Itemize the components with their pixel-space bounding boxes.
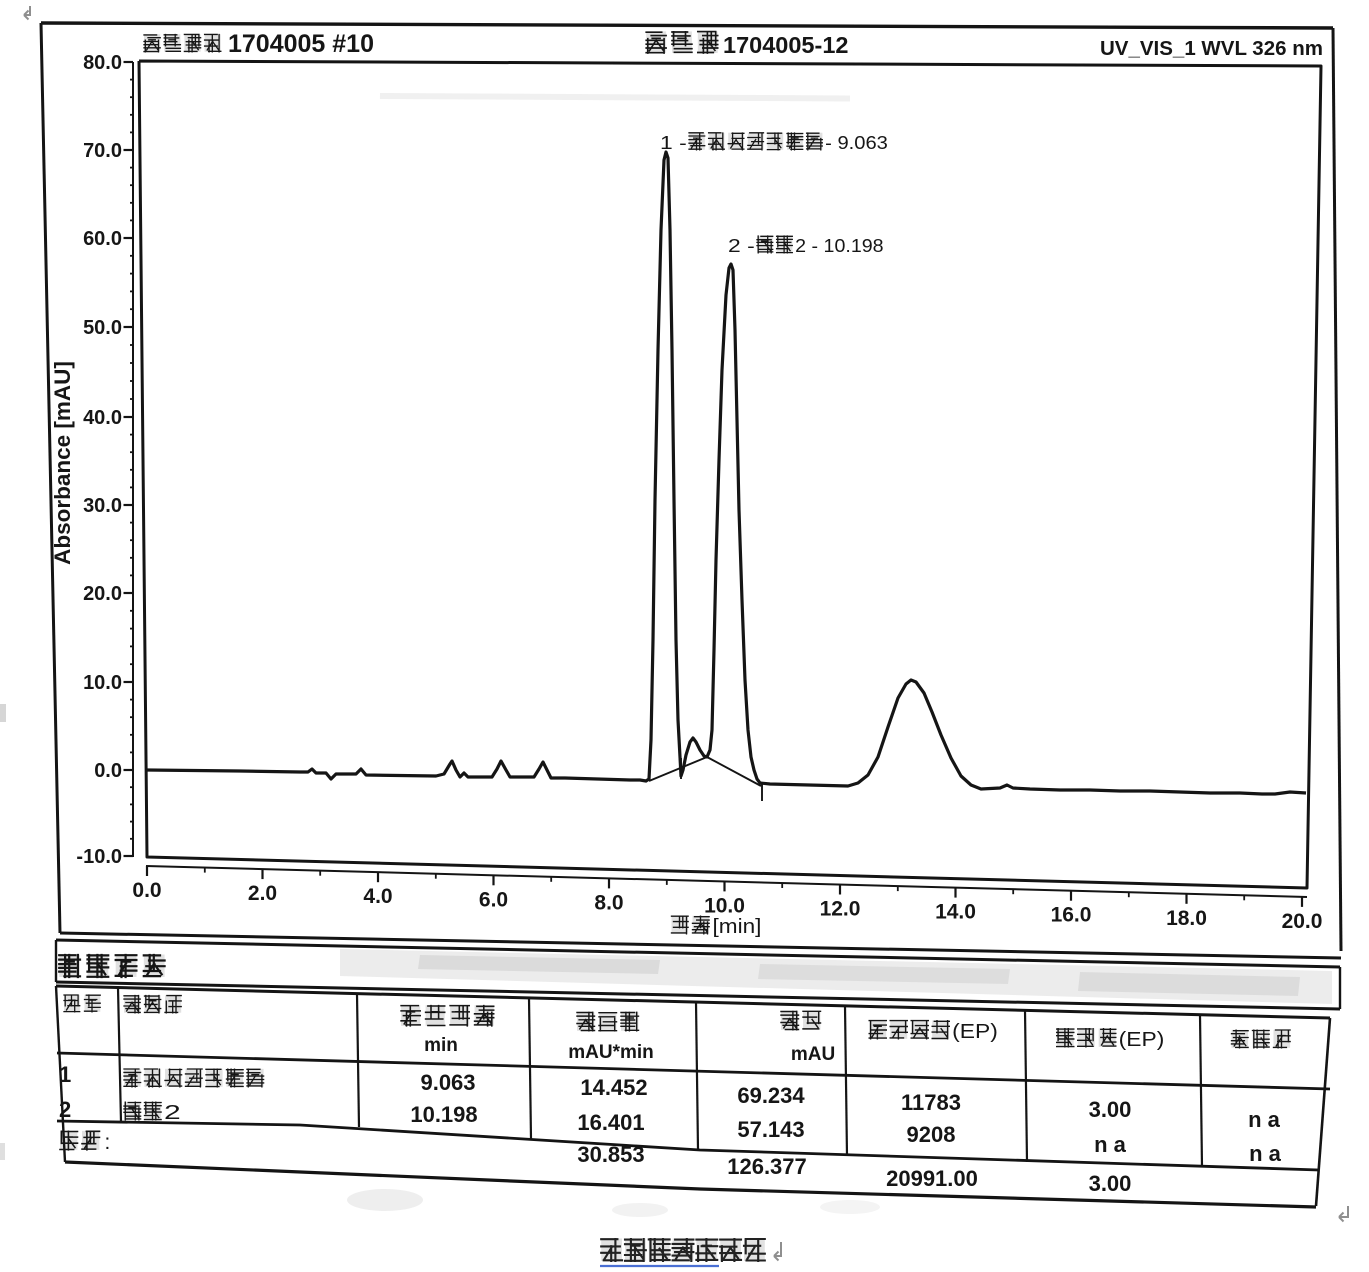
svg-text:0.0: 0.0 — [132, 879, 161, 902]
svg-text:9.063: 9.063 — [420, 1070, 475, 1095]
svg-text:20991.00: 20991.00 — [886, 1166, 978, 1191]
svg-text:10.0: 10.0 — [704, 894, 745, 917]
svg-text:n a: n a — [1248, 1107, 1281, 1132]
svg-text:14.0: 14.0 — [935, 901, 976, 924]
svg-text:20.0: 20.0 — [1282, 910, 1323, 933]
svg-text:11783: 11783 — [901, 1090, 961, 1115]
svg-text:16.0: 16.0 — [1051, 904, 1092, 927]
svg-text:2.0: 2.0 — [248, 882, 277, 905]
svg-text:12.0: 12.0 — [820, 898, 861, 921]
svg-text:16.401: 16.401 — [577, 1110, 644, 1135]
svg-text::: : — [105, 1131, 111, 1154]
svg-text:-10.0: -10.0 — [76, 846, 122, 868]
svg-text:4.0: 4.0 — [363, 885, 392, 908]
svg-text:1: 1 — [59, 1062, 71, 1087]
svg-text:20.0: 20.0 — [83, 583, 122, 605]
svg-text:10.198: 10.198 — [410, 1102, 477, 1127]
svg-text:18.0: 18.0 — [1166, 907, 1207, 930]
svg-text:6.0: 6.0 — [479, 888, 508, 911]
svg-text:mAU*min: mAU*min — [568, 1042, 654, 1063]
svg-text:1 -: 1 - — [660, 132, 687, 153]
svg-text:50.0: 50.0 — [83, 317, 122, 339]
svg-text:70.0: 70.0 — [83, 140, 122, 162]
svg-text:min: min — [424, 1035, 458, 1056]
svg-text:3.00: 3.00 — [1089, 1171, 1132, 1196]
svg-text:[min]: [min] — [713, 916, 762, 938]
svg-text:2: 2 — [59, 1097, 71, 1122]
svg-text:- 9.063: - 9.063 — [825, 132, 888, 153]
svg-text:2: 2 — [164, 1102, 181, 1124]
svg-text:30.0: 30.0 — [83, 495, 122, 517]
svg-text:(EP): (EP) — [1119, 1029, 1165, 1051]
svg-text:n a: n a — [1094, 1132, 1127, 1157]
svg-text:69.234: 69.234 — [737, 1083, 805, 1108]
svg-text:1704005 #10: 1704005 #10 — [228, 30, 374, 58]
svg-text:8.0: 8.0 — [594, 891, 623, 914]
svg-text:(EP): (EP) — [952, 1021, 998, 1043]
svg-text:0.0: 0.0 — [94, 760, 122, 782]
svg-text:40.0: 40.0 — [83, 407, 122, 429]
svg-text:9208: 9208 — [907, 1122, 956, 1147]
svg-text:2 - 10.198: 2 - 10.198 — [795, 235, 883, 256]
svg-text:3.00: 3.00 — [1089, 1097, 1132, 1122]
svg-text:60.0: 60.0 — [83, 228, 122, 250]
svg-text:57.143: 57.143 — [737, 1117, 804, 1142]
svg-text:n a: n a — [1249, 1141, 1282, 1166]
svg-text:1704005-12: 1704005-12 — [723, 32, 848, 58]
svg-text:Absorbance [mAU]: Absorbance [mAU] — [50, 361, 75, 565]
svg-text:mAU: mAU — [791, 1044, 835, 1065]
svg-text:126.377: 126.377 — [727, 1154, 807, 1179]
svg-text:UV_VIS_1 WVL 326 nm: UV_VIS_1 WVL 326 nm — [1100, 37, 1323, 60]
svg-text:30.853: 30.853 — [577, 1142, 644, 1167]
svg-text:2 -: 2 - — [728, 235, 755, 256]
svg-text:80.0: 80.0 — [83, 52, 122, 74]
svg-text:14.452: 14.452 — [580, 1075, 647, 1100]
svg-text:10.0: 10.0 — [83, 672, 122, 694]
